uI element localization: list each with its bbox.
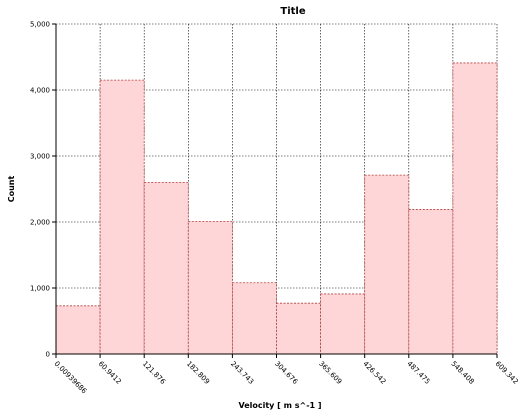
histogram-bar — [276, 302, 322, 355]
y-ticks-layer: 0 1,000 2,000 3,000 4,000 5,000 — [30, 21, 56, 359]
x-tick-label: 60.9412 — [97, 360, 123, 386]
histogram-bar — [452, 62, 498, 355]
y-tick-label: 3,000 — [30, 153, 50, 161]
histogram-bar — [232, 282, 277, 355]
y-axis-label: Count — [7, 176, 16, 203]
x-tick-label: 304.676 — [273, 360, 300, 387]
x-tick-label: 548.408 — [449, 360, 475, 386]
histogram-bar — [408, 209, 454, 355]
chart-title: Title — [280, 6, 305, 17]
histogram-bar — [364, 174, 410, 355]
x-tick-label: 609.342 — [494, 360, 520, 386]
x-tick-label: 426.542 — [361, 360, 387, 386]
y-tick-label: 4,000 — [30, 87, 50, 95]
histogram-bar — [320, 293, 366, 355]
histogram-bar — [187, 220, 233, 355]
y-tick-label: 0 — [46, 351, 50, 359]
x-tick-label: 487.475 — [405, 360, 431, 386]
x-axis-label: Velocity [ m s^-1 ] — [238, 401, 321, 410]
x-tick-label: 182.809 — [185, 360, 211, 386]
x-tick-label: 243.743 — [229, 360, 255, 386]
x-tick-label: 365.609 — [317, 360, 343, 386]
y-tick-label: 5,000 — [30, 21, 50, 29]
y-tick-label: 1,000 — [30, 285, 50, 293]
y-tick-label: 2,000 — [30, 219, 50, 227]
x-tick-label: 121.876 — [141, 360, 168, 387]
x-ticks-layer: 0.00939686 60.9412 121.876 182.809 243.743 30… — [53, 354, 520, 396]
x-tick-label: 0.00939686 — [53, 360, 89, 396]
histogram-bar — [55, 305, 101, 355]
histogram-bar — [99, 79, 145, 355]
histogram-bar — [143, 181, 189, 355]
bars-layer — [55, 62, 498, 355]
